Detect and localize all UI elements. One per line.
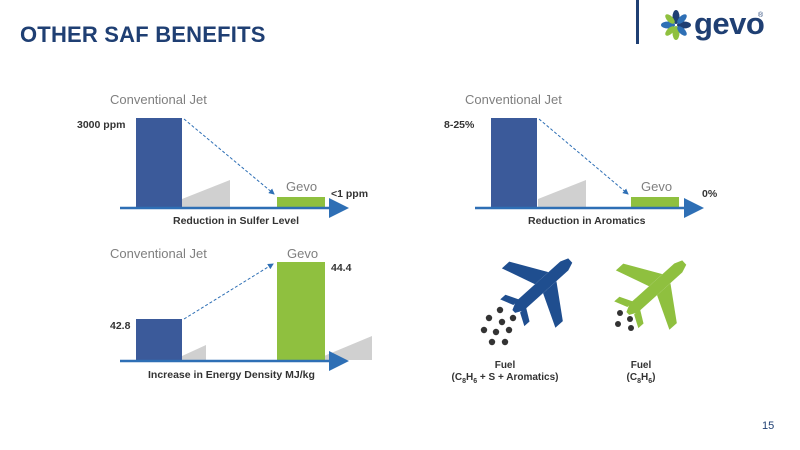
energy-gevo-label: Gevo: [287, 246, 319, 261]
energy-conventional-label: Conventional Jet: [110, 246, 207, 261]
slide-title: OTHER SAF BENEFITS: [20, 22, 266, 47]
sulfur-gevo-bar: [277, 197, 325, 207]
sulfur-conventional-value: 3000 ppm: [77, 119, 126, 131]
energy-conventional-shadow: [182, 345, 206, 360]
sulfur-conventional-bar: [136, 118, 182, 207]
gevo-fuel-title: Fuel: [630, 360, 652, 371]
aromatics-conventional-bar: [491, 118, 537, 207]
aromatics-trend-arrow: [538, 118, 629, 195]
gevo-plane-icon: [614, 260, 687, 330]
energy-caption: Increase in Energy Density MJ/kg: [148, 369, 315, 381]
aromatics-gevo-bar: [631, 197, 679, 207]
energy-trend-arrow: [183, 263, 274, 320]
sulfur-conventional-label: Conventional Jet: [110, 92, 207, 107]
gevo-fuel-formula: (C8H6): [626, 372, 656, 385]
conventional-plane-icon: [500, 258, 573, 328]
energy-conventional-bar: [136, 319, 182, 360]
energy-conventional-value: 42.8: [110, 320, 131, 332]
gevo-fuel-label: Fuel (C8H6): [616, 360, 666, 388]
page-number: 15: [762, 420, 775, 432]
energy-gevo-bar: [277, 262, 325, 360]
sulfur-conventional-shadow: [182, 180, 230, 207]
aromatics-conventional-shadow: [538, 180, 586, 207]
logo-wordmark: gevo: [694, 6, 765, 41]
conventional-emission-dots: [480, 306, 517, 346]
energy-gevo-value: 44.4: [331, 262, 352, 274]
sulfur-caption: Reduction in Sulfer Level: [173, 215, 300, 227]
aromatics-gevo-label: Gevo: [641, 179, 673, 194]
logo-divider: [636, 0, 639, 44]
sulfur-gevo-label: Gevo: [286, 179, 318, 194]
conventional-fuel-label: Fuel (C8H6 + S + Aromatics): [440, 360, 570, 388]
aromatics-caption: Reduction in Aromatics: [528, 215, 646, 227]
sulfur-gevo-value: <1 ppm: [331, 188, 369, 200]
aromatics-conventional-label: Conventional Jet: [465, 92, 562, 107]
aromatics-gevo-value: 0%: [702, 188, 718, 200]
sulfur-trend-arrow: [183, 118, 275, 195]
energy-gevo-shadow: [324, 336, 372, 360]
conventional-fuel-title: Fuel: [494, 360, 516, 371]
conventional-fuel-formula: (C8H6 + S + Aromatics): [451, 372, 559, 385]
gevo-emission-dots: [615, 310, 634, 331]
logo-registered-mark: ®: [758, 12, 764, 19]
aromatics-conventional-value: 8-25%: [444, 119, 475, 131]
